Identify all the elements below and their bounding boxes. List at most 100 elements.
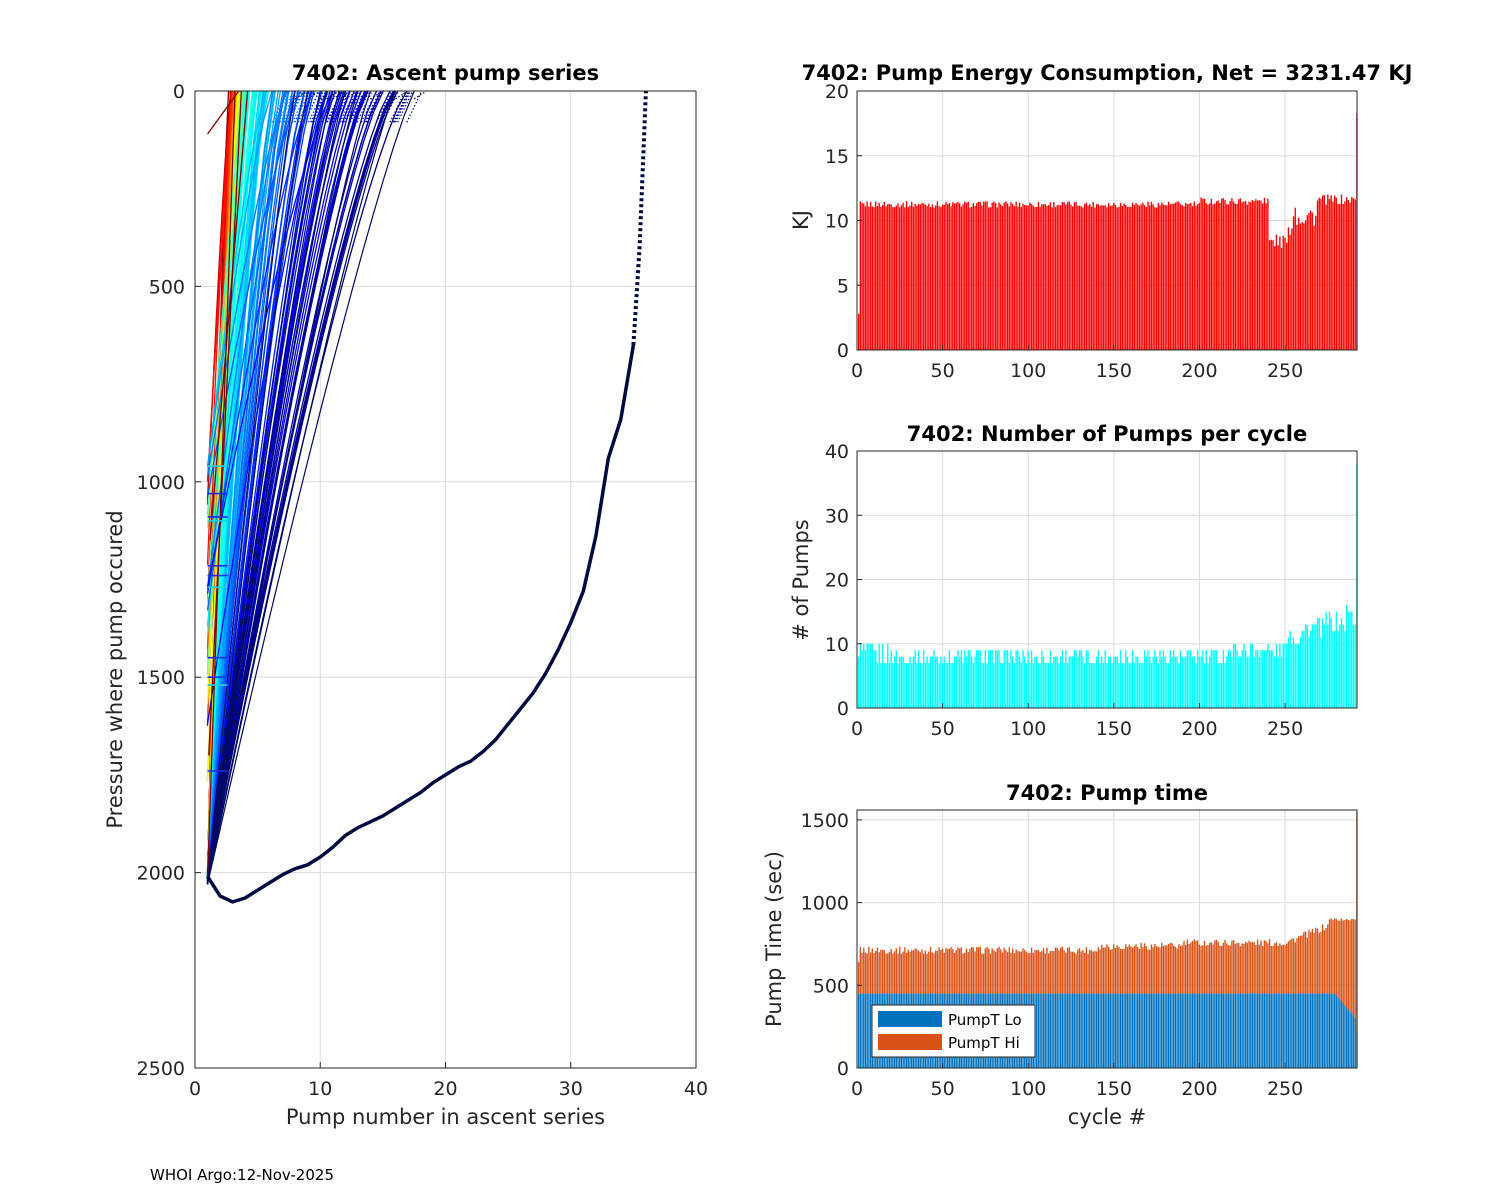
pumps-bar bbox=[883, 663, 885, 708]
pumptime-bar-hi bbox=[1135, 944, 1137, 994]
pumptime-bar-hi bbox=[1325, 927, 1327, 994]
pumptime-bar-hi bbox=[969, 948, 971, 994]
energy-bar bbox=[1335, 197, 1338, 350]
pumptime-bar-hi bbox=[991, 948, 993, 994]
energy-bar bbox=[1133, 205, 1135, 350]
pumptime-bar-lo bbox=[1095, 993, 1098, 1068]
pumptime-bar-hi bbox=[1159, 947, 1161, 994]
pumps-bar bbox=[1232, 643, 1235, 708]
energy-bar bbox=[914, 203, 916, 350]
pumps-bar bbox=[899, 656, 901, 708]
pumps-bar bbox=[1092, 663, 1094, 708]
energy-bar bbox=[1191, 206, 1194, 350]
pumps-bar bbox=[1085, 650, 1088, 708]
energy-bar bbox=[1092, 201, 1094, 350]
pumptime-bar-hi bbox=[998, 946, 1000, 994]
pumptime-bar-hi bbox=[905, 952, 908, 994]
pumptime-bar-lo bbox=[1075, 993, 1077, 1068]
ascent-y-tick-label: 0 bbox=[173, 81, 185, 103]
ascent-cycle-dotted bbox=[310, 90, 327, 123]
ascent-cycle-dotted bbox=[393, 90, 410, 123]
pumps-bar bbox=[1036, 656, 1038, 708]
pumptime-bar-hi bbox=[1299, 935, 1302, 994]
pumptime-bar-lo bbox=[1212, 993, 1214, 1068]
pumps-bar bbox=[1304, 624, 1307, 708]
pumps-bar bbox=[1090, 663, 1093, 708]
pumptime-bar-hi bbox=[1239, 946, 1242, 994]
pumps-bar bbox=[878, 643, 880, 708]
pumptime-bar-lo bbox=[1207, 993, 1209, 1068]
pumptime-bar-lo bbox=[1340, 1001, 1343, 1068]
pumps-bar bbox=[1094, 663, 1096, 708]
pumptime-bar-hi bbox=[1323, 930, 1326, 994]
pumptime-bar-lo bbox=[1217, 993, 1219, 1068]
pumptime-bar-lo bbox=[1267, 993, 1269, 1068]
ascent-cycle-dotted bbox=[304, 90, 321, 123]
pumptime-bar-lo bbox=[1119, 993, 1122, 1068]
energy-bar bbox=[864, 206, 867, 350]
energy-bar bbox=[880, 206, 882, 350]
energy-bar bbox=[946, 204, 949, 350]
energy-bar bbox=[895, 205, 897, 350]
pumptime-bar-hi bbox=[919, 952, 921, 994]
pumptime-bar-hi bbox=[1152, 947, 1154, 994]
pumptime-bar-lo bbox=[1299, 993, 1302, 1068]
pumptime-bar-lo bbox=[1327, 993, 1329, 1068]
pumptime-bar-hi bbox=[899, 946, 901, 994]
pumptime-bar-hi bbox=[1049, 951, 1052, 994]
ascent-x-tick-label: 20 bbox=[433, 1078, 457, 1100]
energy-bar bbox=[1241, 202, 1243, 350]
ascent-y-label: Pressure where pump occured bbox=[103, 510, 127, 828]
pumptime-bar-hi bbox=[888, 951, 891, 994]
pumptime-bar-hi bbox=[1054, 947, 1057, 994]
pumptime-bar-hi bbox=[1282, 944, 1284, 994]
ascent-y-tick-label: 2500 bbox=[137, 1058, 185, 1080]
pumps-bar bbox=[1178, 663, 1180, 708]
energy-bar bbox=[1260, 200, 1262, 350]
pumps-bar bbox=[1244, 650, 1247, 708]
pumptime-bar-lo bbox=[1321, 993, 1324, 1068]
pumps-bar bbox=[890, 650, 892, 708]
pumps-bar bbox=[965, 656, 968, 708]
pumptime-bar-hi bbox=[864, 952, 867, 994]
pumptime-bar-hi bbox=[1236, 942, 1238, 994]
ascent-cycle-line bbox=[206, 90, 313, 594]
pumps-bar bbox=[1291, 643, 1293, 708]
pumptime-bar-hi bbox=[1025, 951, 1028, 994]
pumptime-bar-lo bbox=[1188, 993, 1190, 1068]
energy-bar bbox=[1114, 204, 1117, 350]
pumptime-bar-lo bbox=[866, 993, 868, 1068]
energy-bar bbox=[934, 205, 937, 350]
pumps-bar bbox=[909, 656, 911, 708]
pumps-bar bbox=[1203, 663, 1206, 708]
pumptime-bar-hi bbox=[868, 946, 870, 994]
pumps-bar bbox=[1236, 650, 1238, 708]
pumptime-y-label: Pump Time (sec) bbox=[762, 851, 786, 1027]
pumps-x-tick-label: 250 bbox=[1267, 718, 1303, 740]
pumptime-bar-lo bbox=[1251, 993, 1254, 1068]
energy-bar bbox=[1315, 215, 1317, 350]
energy-bar bbox=[1325, 204, 1327, 350]
pumptime-bar-lo bbox=[1289, 993, 1291, 1068]
pumps-bar bbox=[940, 656, 942, 708]
pumptime-bar-hi bbox=[878, 952, 880, 994]
pumptime-bar-hi bbox=[1253, 942, 1255, 994]
pumptime-bar-hi bbox=[933, 953, 935, 994]
pumptime-y-tick-label: 1000 bbox=[801, 893, 849, 915]
pumptime-bar-hi bbox=[1078, 948, 1081, 994]
pumps-bar bbox=[1352, 624, 1355, 708]
energy-bar bbox=[1013, 206, 1016, 350]
pumps-y-tick-label: 20 bbox=[825, 570, 849, 592]
pumptime-bar-lo bbox=[864, 993, 867, 1068]
energy-bar bbox=[1207, 204, 1209, 350]
pumps-bar bbox=[976, 650, 978, 708]
energy-bar bbox=[1020, 207, 1022, 350]
energy-bar bbox=[924, 204, 927, 350]
pumps-bar bbox=[1296, 643, 1298, 708]
pumptime-bar-hi bbox=[979, 946, 981, 994]
pumptime-bar-lo bbox=[1231, 993, 1233, 1068]
pumptime-bar-lo bbox=[1133, 993, 1135, 1068]
pumptime-bar-hi bbox=[1333, 918, 1336, 994]
energy-bar bbox=[857, 313, 860, 350]
pumptime-bar-hi bbox=[1279, 943, 1281, 994]
